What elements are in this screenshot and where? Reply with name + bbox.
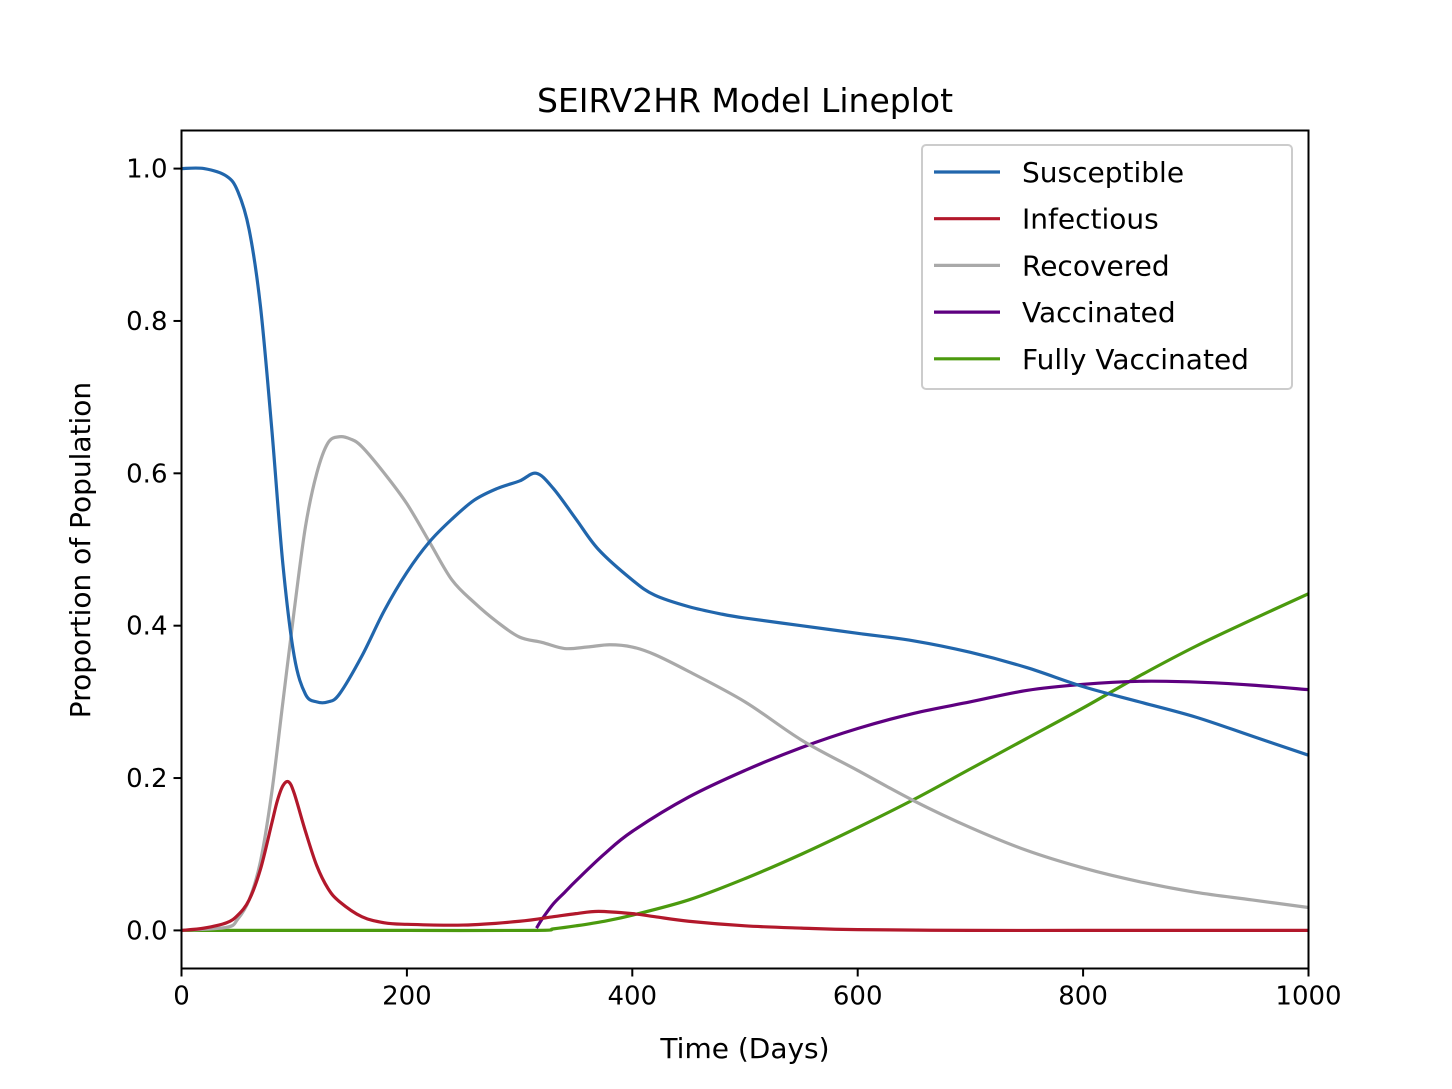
legend-items: Susceptible Infectious Recovered Vaccinated… (934, 156, 1249, 376)
x-tick-label: 1000 (1275, 982, 1341, 1012)
y-axis-ticks: 0.0 0.2 0.4 0.6 0.8 1.0 (126, 155, 182, 946)
y-tick-label: 0.0 (126, 916, 167, 946)
x-tick-label: 0 (173, 982, 190, 1012)
y-tick-label: 0.6 (126, 459, 167, 489)
legend-label-fully-vaccinated: Fully Vaccinated (1022, 343, 1249, 376)
series-layer (181, 166, 1309, 933)
y-tick-label: 1.0 (126, 155, 167, 185)
series-line-susceptible (181, 166, 1309, 757)
plot-frame (180, 129, 1310, 970)
x-tick-label: 600 (833, 982, 883, 1012)
y-axis-label: Proportion of Population (64, 382, 97, 718)
legend-frame (921, 144, 1293, 390)
y-tick-label: 0.4 (126, 612, 167, 642)
y-tick-label: 0.8 (126, 307, 167, 337)
series-line-infectious (181, 779, 1309, 933)
legend-label-vaccinated: Vaccinated (1022, 296, 1176, 329)
y-tick-label: 0.2 (126, 764, 167, 794)
chart-title: SEIRV2HR Model Lineplot (537, 81, 953, 120)
series-line-vaccinated (535, 679, 1309, 929)
series-line-fully-vaccinated (181, 592, 1309, 933)
x-tick-label: 200 (382, 982, 432, 1012)
legend-label-infectious: Infectious (1022, 203, 1159, 236)
x-axis-label: Time (Days) (659, 1032, 829, 1065)
x-axis-ticks: 0 200 400 600 800 1000 (173, 968, 1342, 1012)
series-line-recovered (181, 434, 1309, 933)
legend-label-recovered: Recovered (1022, 249, 1170, 282)
x-tick-label: 400 (607, 982, 657, 1012)
legend-label-susceptible: Susceptible (1022, 156, 1184, 189)
legend: Susceptible Infectious Recovered Vaccinated… (921, 144, 1293, 390)
x-tick-label: 800 (1058, 982, 1108, 1012)
